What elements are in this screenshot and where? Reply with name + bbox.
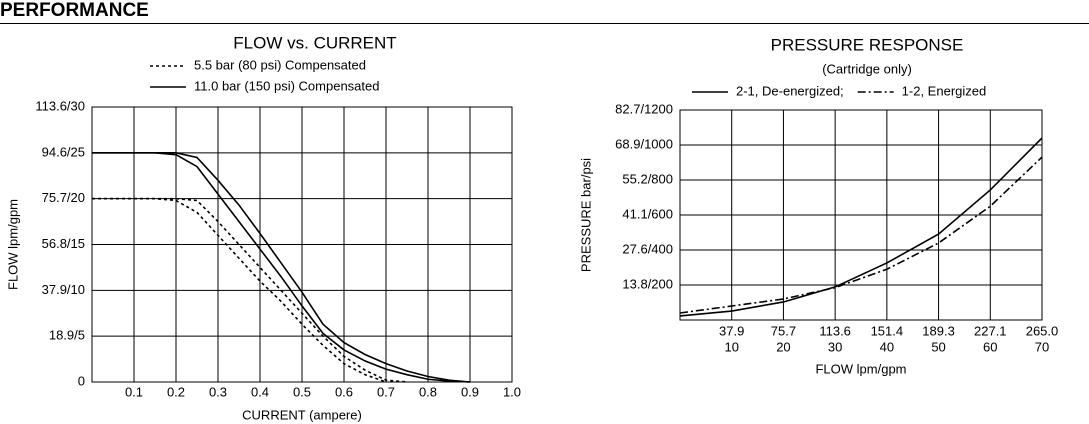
x-tick-label: 60 (983, 339, 997, 354)
y-axis-label: PRESSURE bar/psi (578, 158, 593, 272)
x-axis-label: FLOW lpm/gpm (815, 361, 906, 376)
x-tick-label: 0.9 (461, 384, 479, 399)
header-title: PERFORMANCE (0, 0, 149, 21)
x-tick-label: 40 (880, 339, 894, 354)
legend-label: 11.0 bar (150 psi) Compensated (194, 78, 379, 93)
y-tick-label: 13.8/200 (622, 276, 673, 291)
x-tick-label: 0.4 (251, 384, 269, 399)
y-tick-label: 37.9/10 (42, 282, 85, 297)
legend-label: 5.5 bar (80 psi) Compensated (194, 57, 366, 72)
x-tick-label-lpm: 75.7 (771, 323, 796, 338)
y-tick-label: 56.8/15 (42, 236, 85, 251)
y-tick-label: 27.6/400 (622, 241, 673, 256)
y-tick-label: 41.1/600 (622, 206, 673, 221)
series-line (679, 137, 1043, 317)
series-line (92, 152, 471, 383)
y-tick-label: 55.2/800 (622, 171, 673, 186)
x-tick-label: 0.8 (419, 384, 437, 399)
x-tick-label: 1.0 (503, 384, 521, 399)
series-line (92, 152, 471, 383)
x-tick-label: 0.7 (377, 384, 395, 399)
x-tick-label: 30 (828, 339, 842, 354)
x-tick-label: 20 (776, 339, 790, 354)
legend-label: 1-2, Energized (902, 83, 987, 98)
y-tick-label: 18.9/5 (49, 328, 85, 343)
legend-label: 2-1, De-energized; (736, 83, 844, 98)
y-tick-label: 75.7/20 (42, 190, 85, 205)
chart-subtitle: (Cartridge only) (822, 61, 912, 76)
x-tick-label: 0.3 (209, 384, 227, 399)
x-tick-label: 0.5 (293, 384, 311, 399)
chart-title: PRESSURE RESPONSE (771, 35, 964, 54)
y-tick-label: 82.7/1200 (615, 101, 673, 116)
x-tick-label: 0.1 (125, 384, 143, 399)
x-axis-label: CURRENT (ampere) (242, 407, 362, 422)
x-tick-label-lpm: 227.1 (974, 323, 1007, 338)
x-tick-label: 50 (931, 339, 945, 354)
x-tick-label-lpm: 189.3 (922, 323, 955, 338)
y-axis-label: FLOW lpm/gpm (5, 199, 20, 290)
y-tick-label: 94.6/25 (42, 144, 85, 159)
x-tick-label-lpm: 113.6 (819, 323, 851, 338)
series-line (92, 197, 408, 383)
x-tick-label-lpm: 265.0 (1026, 323, 1059, 338)
y-tick-label: 68.9/1000 (615, 136, 673, 151)
series-line (679, 156, 1043, 314)
x-tick-label-lpm: 151.4 (871, 323, 904, 338)
series-line (92, 197, 387, 383)
x-tick-label: 0.6 (335, 384, 353, 399)
y-tick-label: 113.6/30 (35, 98, 85, 113)
x-tick-label: 70 (1035, 339, 1049, 354)
x-tick-label-lpm: 37.9 (719, 323, 744, 338)
x-tick-label: 10 (724, 339, 738, 354)
chart-title: FLOW vs. CURRENT (233, 33, 396, 52)
y-tick-label: 0 (78, 373, 85, 388)
x-tick-label: 0.2 (167, 384, 185, 399)
